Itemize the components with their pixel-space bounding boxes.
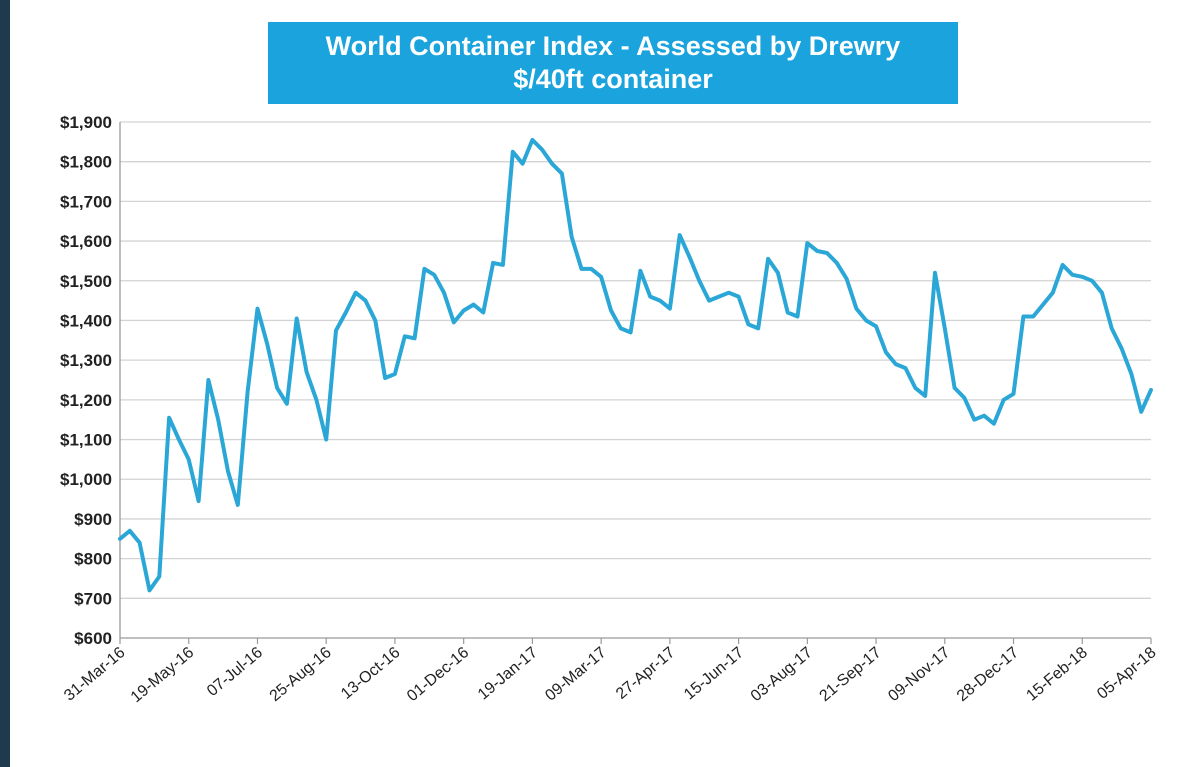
series-line [118,137,1153,593]
y-tick-label: $600 [74,629,112,648]
chart-subtitle: $/40ft container [513,64,713,94]
chart-frame: World Container Index - Assessed by Drew… [10,0,1190,767]
y-tick-label: $1,000 [60,470,112,489]
x-tick-label: 28-Dec-17 [954,644,1022,705]
axes [119,122,1152,644]
x-tick-label: 13-Oct-16 [338,644,404,703]
y-tick-label: $1,200 [60,391,112,410]
y-tick-label: $1,800 [60,153,112,172]
x-tick-label: 09-Mar-17 [542,644,610,705]
chart-title: World Container Index - Assessed by Drew… [325,31,901,61]
gridlines [120,121,1151,599]
x-tick-label: 01-Dec-16 [404,644,472,705]
chart-title-box: World Container Index - Assessed by Drew… [268,22,958,104]
x-tick-label: 19-May-16 [128,644,198,706]
y-tick-label: $900 [74,510,112,529]
y-tick-label: $1,100 [60,431,112,450]
x-tick-label: 05-Apr-18 [1094,644,1160,703]
x-axis-tick-labels: 31-Mar-16 19-May-16 07-Jul-16 25-Aug-16 13-O… [61,644,1160,706]
y-tick-label: $1,400 [60,311,112,330]
x-tick-label: 27-Apr-17 [613,644,679,703]
y-tick-label: $700 [74,589,112,608]
x-tick-label: 09-Nov-17 [885,644,953,705]
y-tick-label: $1,300 [60,351,112,370]
line-chart: $600 $700 $800 $900 $1,000 $1,100 $1,200 $1,300… [60,113,1160,706]
x-tick-label: 19-Jan-17 [475,644,541,703]
y-axis-tick-labels: $600 $700 $800 $900 $1,000 $1,100 $1,200 $1,300… [60,113,112,648]
x-tick-label: 03-Aug-17 [748,644,816,705]
x-tick-label: 31-Mar-16 [61,644,129,705]
y-tick-label: $1,600 [60,232,112,251]
x-tick-label: 21-Sep-17 [816,644,884,705]
x-tick-label: 15-Feb-18 [1023,644,1091,705]
x-tick-label: 25-Aug-16 [267,644,335,705]
series-layer [118,137,1153,593]
y-tick-label: $1,500 [60,272,112,291]
y-tick-label: $1,900 [60,113,112,132]
x-tick-label: 07-Jul-16 [204,644,266,700]
x-tick-label: 15-Jun-17 [681,644,747,703]
y-tick-label: $800 [74,550,112,569]
y-tick-label: $1,700 [60,192,112,211]
